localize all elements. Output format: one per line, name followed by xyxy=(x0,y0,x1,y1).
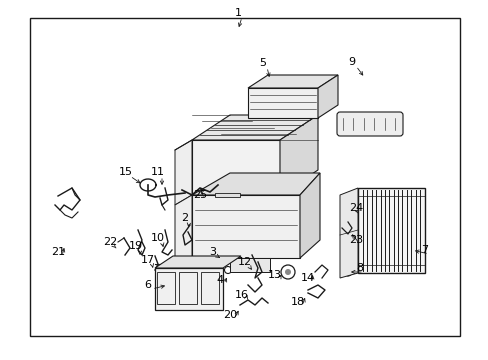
Text: 22: 22 xyxy=(102,237,117,247)
Text: 1: 1 xyxy=(234,8,241,18)
Polygon shape xyxy=(175,195,192,265)
Polygon shape xyxy=(339,188,357,278)
Text: 8: 8 xyxy=(356,263,363,273)
FancyBboxPatch shape xyxy=(336,112,402,136)
Polygon shape xyxy=(299,173,319,258)
Polygon shape xyxy=(155,256,241,268)
Polygon shape xyxy=(192,173,319,195)
Polygon shape xyxy=(247,88,317,118)
Polygon shape xyxy=(229,258,269,272)
Text: 12: 12 xyxy=(238,257,251,267)
Polygon shape xyxy=(192,195,299,258)
Text: 25: 25 xyxy=(193,190,206,200)
Polygon shape xyxy=(155,268,223,310)
Text: 19: 19 xyxy=(129,241,143,251)
Text: 24: 24 xyxy=(348,203,363,213)
Text: 14: 14 xyxy=(300,273,314,283)
Polygon shape xyxy=(357,188,424,273)
Text: 6: 6 xyxy=(144,280,151,290)
Text: 20: 20 xyxy=(223,310,237,320)
Text: 17: 17 xyxy=(141,255,155,265)
Text: 23: 23 xyxy=(348,235,362,245)
Text: 9: 9 xyxy=(348,57,355,67)
Polygon shape xyxy=(317,75,337,118)
Text: 11: 11 xyxy=(151,167,164,177)
Text: 16: 16 xyxy=(235,290,248,300)
Polygon shape xyxy=(192,115,317,140)
Polygon shape xyxy=(192,140,280,195)
Text: 18: 18 xyxy=(290,297,305,307)
Text: 3: 3 xyxy=(209,247,216,257)
Text: 7: 7 xyxy=(421,245,427,255)
Circle shape xyxy=(218,256,221,260)
Text: 2: 2 xyxy=(181,213,188,223)
Polygon shape xyxy=(280,115,317,195)
Text: 13: 13 xyxy=(267,270,282,280)
Polygon shape xyxy=(175,140,192,205)
Polygon shape xyxy=(247,75,337,88)
Circle shape xyxy=(285,269,290,275)
Text: 15: 15 xyxy=(119,167,133,177)
Text: 21: 21 xyxy=(51,247,65,257)
Text: 10: 10 xyxy=(151,233,164,243)
Bar xyxy=(30,18,459,336)
Text: 5: 5 xyxy=(259,58,266,68)
Text: 4: 4 xyxy=(216,275,223,285)
Polygon shape xyxy=(215,193,240,197)
